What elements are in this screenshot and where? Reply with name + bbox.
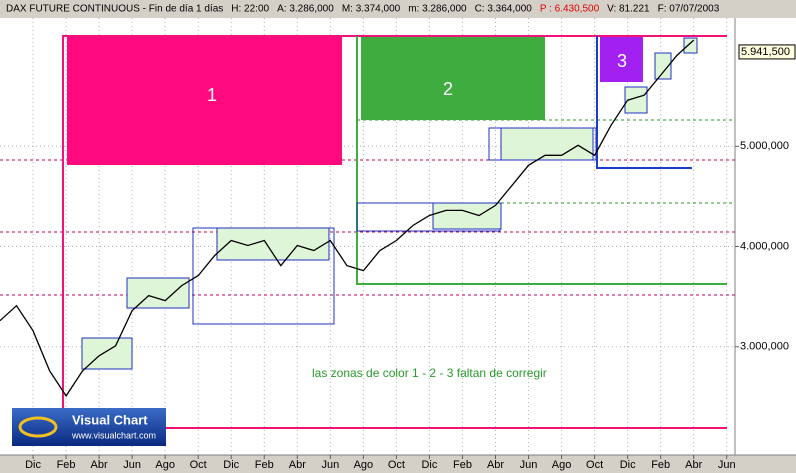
range-box: [216, 227, 330, 261]
x-tick-label: Abr: [289, 459, 306, 471]
x-tick-label: Ago: [354, 459, 374, 471]
header-field: m: 3.286,000: [408, 4, 467, 15]
x-tick-label: Abr: [487, 459, 504, 471]
zone-frame: [596, 36, 692, 169]
zone-label: 3: [617, 51, 627, 71]
header-bar: [0, 0, 796, 18]
x-tick-label: Oct: [190, 459, 207, 471]
logo-name: Visual Chart: [72, 412, 148, 427]
zone-label: 2: [443, 79, 453, 99]
logo-url: www.visualchart.com: [71, 430, 156, 440]
header-field: P : 6.430,500: [540, 4, 600, 15]
range-box: [500, 127, 594, 161]
x-tick-label: Dic: [25, 459, 41, 471]
last-price-box: [738, 44, 796, 60]
last-price-label: 5.941,500: [741, 46, 790, 58]
x-tick-label: Abr: [91, 459, 108, 471]
x-tick-label: Jun: [520, 459, 538, 471]
zone-frame: [356, 36, 727, 285]
boxes: [81, 37, 698, 370]
header-field: H: 22:00: [231, 4, 269, 15]
zone-3: [600, 37, 643, 82]
range-box: [432, 202, 502, 230]
x-tick-label: Feb: [255, 459, 274, 471]
header-field: F: 07/07/2003: [658, 4, 720, 15]
header-field: DAX FUTURE CONTINUOUS - Fin de día 1 día…: [6, 4, 223, 15]
x-tick-label: Jun: [123, 459, 141, 471]
zone-label: 1: [207, 85, 217, 105]
logo: Visual Chart www.visualchart.com: [12, 408, 166, 446]
range-box: [126, 277, 190, 309]
logo-icon: [18, 416, 58, 438]
x-tick-label: Oct: [388, 459, 405, 471]
zone-2: [361, 36, 545, 120]
logo-box: [12, 408, 166, 446]
x-tick-label: Jun: [321, 459, 339, 471]
zone-1: [67, 36, 342, 165]
x-tick-label: Abr: [685, 459, 702, 471]
y-tick-label: 3.000,000: [740, 341, 789, 353]
x-tick-label: Dic: [620, 459, 636, 471]
header-field: V: 81.221: [607, 4, 650, 15]
range-box: [683, 37, 698, 54]
price-axis: [735, 18, 796, 455]
x-tick-label: Jun: [718, 459, 736, 471]
x-tick-label: Feb: [651, 459, 670, 471]
y-tick-label: 5.000,000: [740, 140, 789, 152]
x-tick-label: Dic: [223, 459, 239, 471]
annotation: las zonas de color 1 - 2 - 3 faltan de c…: [312, 366, 547, 380]
x-tick-label: Dic: [421, 459, 437, 471]
x-tick-label: Feb: [57, 459, 76, 471]
header-field: A: 3.286,000: [277, 4, 334, 15]
header-field: M: 3.374,000: [342, 4, 401, 15]
price-line: [0, 39, 695, 398]
zone-frame: [62, 35, 727, 428]
x-tick-label: Ago: [552, 459, 572, 471]
x-tick-label: Ago: [155, 459, 175, 471]
range-box: [654, 52, 672, 80]
x-tick-label: Oct: [586, 459, 603, 471]
y-tick-label: 4.000,000: [740, 240, 789, 252]
range-box: [624, 86, 648, 114]
header-field: C: 3.364,000: [475, 4, 533, 15]
x-tick-label: Feb: [453, 459, 472, 471]
